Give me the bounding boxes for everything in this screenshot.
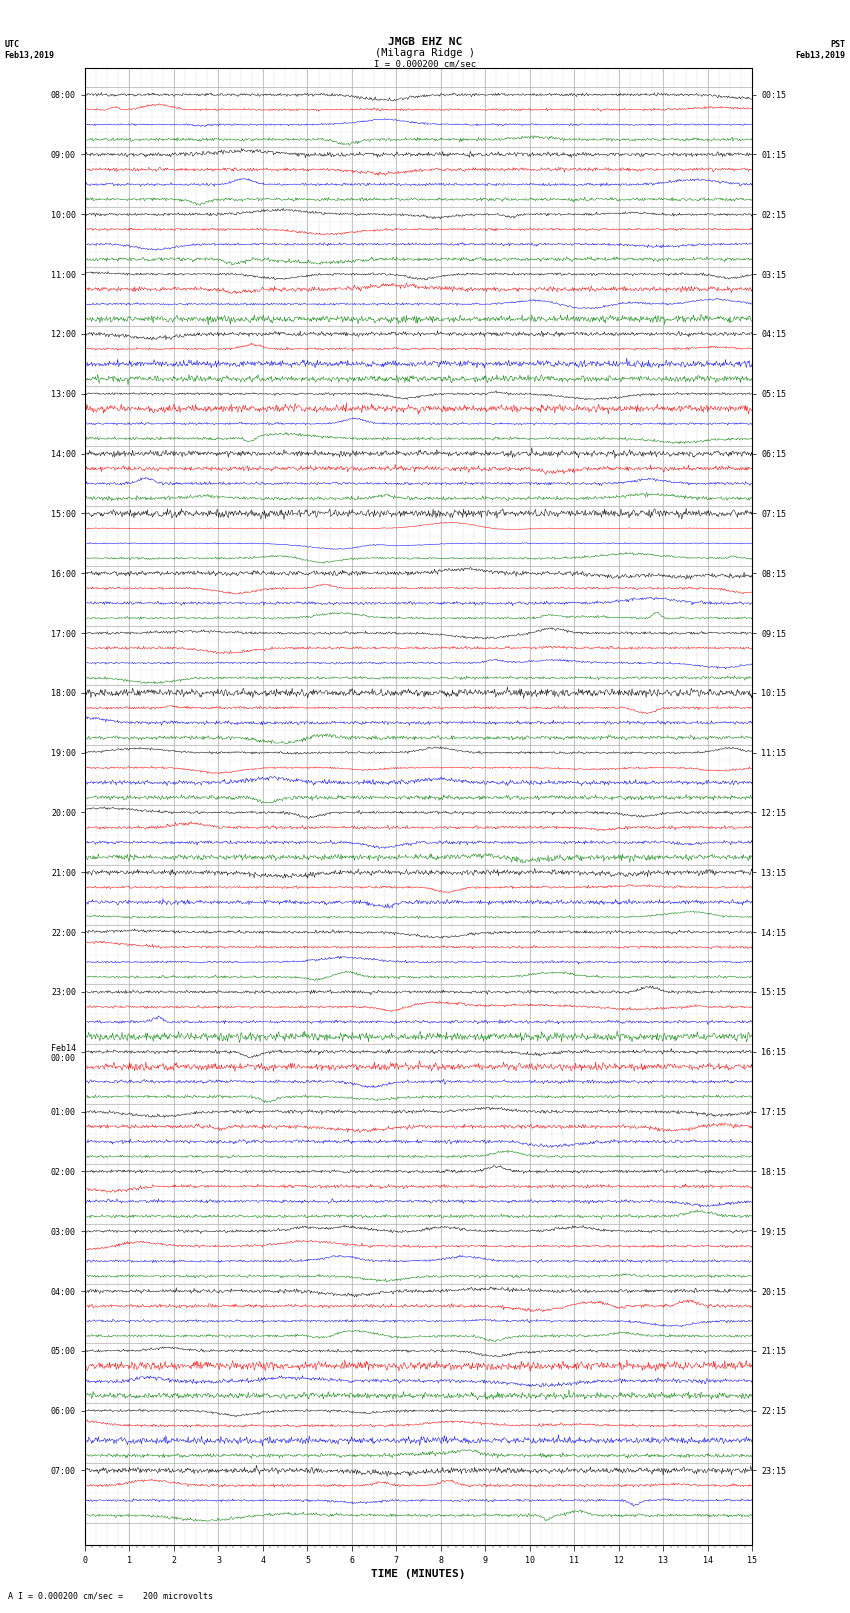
Text: UTC
Feb13,2019: UTC Feb13,2019 xyxy=(4,40,54,60)
Text: (Milagra Ridge ): (Milagra Ridge ) xyxy=(375,48,475,58)
Text: A I = 0.000200 cm/sec =    200 microvolts: A I = 0.000200 cm/sec = 200 microvolts xyxy=(8,1590,213,1600)
Text: PST
Feb13,2019: PST Feb13,2019 xyxy=(796,40,846,60)
Text: I = 0.000200 cm/sec: I = 0.000200 cm/sec xyxy=(374,60,476,69)
Text: JMGB EHZ NC: JMGB EHZ NC xyxy=(388,37,462,47)
X-axis label: TIME (MINUTES): TIME (MINUTES) xyxy=(371,1569,466,1579)
